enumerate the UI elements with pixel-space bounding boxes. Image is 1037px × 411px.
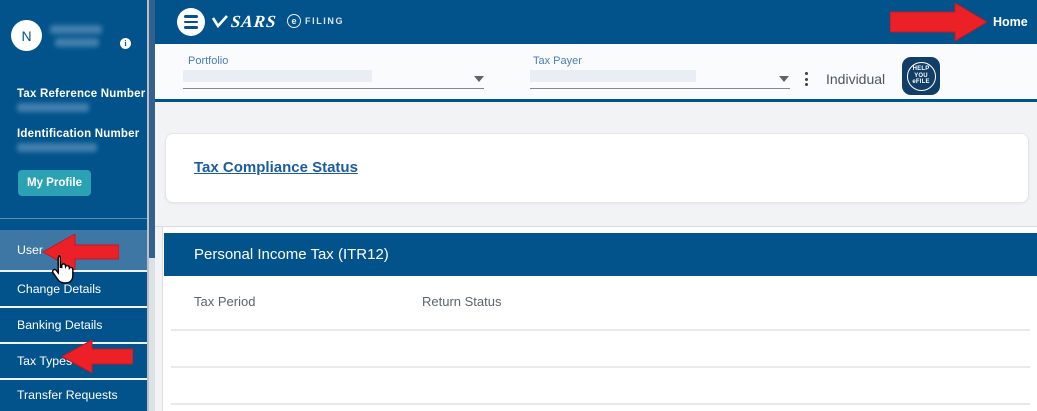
sars-swoosh-icon xyxy=(212,15,228,29)
section-divider xyxy=(155,226,1037,227)
table-row xyxy=(171,329,1030,331)
home-link[interactable]: Home xyxy=(993,15,1028,29)
tax-compliance-status-link[interactable]: Tax Compliance Status xyxy=(194,159,358,176)
user-name-redacted-line2 xyxy=(55,38,99,47)
tax-reference-number-value-redacted xyxy=(17,103,89,112)
sidebar-item-label: Transfer Requests xyxy=(17,388,118,403)
profile-type-text: Individual xyxy=(826,71,886,87)
itr12-card: Personal Income Tax (ITR12) Tax Period R… xyxy=(162,227,1037,411)
efiling-e-icon: e xyxy=(287,14,301,28)
sidebar-item-label: Banking Details xyxy=(17,317,103,332)
sidebar-divider xyxy=(0,218,148,219)
sidebar-item-label: Tax Types xyxy=(17,353,73,368)
table-row xyxy=(171,366,1030,368)
sidebar-item-transfer-requests[interactable]: Transfer Requests xyxy=(0,380,148,411)
top-header-bar: SARS e FILING Home xyxy=(155,0,1037,44)
portfolio-label: Portfolio xyxy=(188,55,229,67)
sidebar-item-change-details[interactable]: Change Details xyxy=(0,272,148,307)
info-icon[interactable]: i xyxy=(120,38,131,49)
sidebar-item-tax-types[interactable]: Tax Types xyxy=(0,344,148,379)
avatar[interactable]: N xyxy=(11,20,42,51)
taxpayer-underline xyxy=(530,88,790,89)
itr12-section-header: Personal Income Tax (ITR12) xyxy=(164,233,1037,276)
column-header-tax-period: Tax Period xyxy=(194,294,256,309)
sidebar-item-user[interactable]: User xyxy=(0,230,148,270)
portfolio-dropdown-arrow-icon[interactable] xyxy=(474,76,484,82)
sars-logo-text: SARS xyxy=(230,12,278,31)
help-you-efile-badge[interactable]: HELP YOU eFILE xyxy=(902,57,940,95)
itr12-section-title: Personal Income Tax (ITR12) xyxy=(194,246,389,263)
sidebar-item-label: Change Details xyxy=(17,281,102,296)
efiling-logo[interactable]: e FILING xyxy=(287,14,344,28)
scrollbar-thumb[interactable] xyxy=(149,0,155,258)
panel-divider-line xyxy=(147,0,149,411)
my-profile-button[interactable]: My Profile xyxy=(18,170,91,196)
taxpayer-label: Tax Payer xyxy=(533,55,582,67)
taxpayer-value-redacted[interactable] xyxy=(530,70,696,82)
table-row xyxy=(171,403,1030,405)
sidebar-item-banking-details[interactable]: Banking Details xyxy=(0,308,148,343)
identification-number-value-redacted xyxy=(17,143,97,152)
user-name-redacted xyxy=(50,25,102,34)
main-content: Tax Compliance Status Personal Income Ta… xyxy=(155,102,1037,411)
menu-divider xyxy=(0,378,148,380)
menu-divider xyxy=(0,306,148,308)
kebab-menu-icon[interactable] xyxy=(805,72,808,86)
sidebar: N i Tax Reference Number Identification … xyxy=(0,0,148,411)
sars-logo[interactable]: SARS xyxy=(212,9,278,35)
column-header-return-status: Return Status xyxy=(422,294,502,309)
menu-divider xyxy=(0,270,148,272)
tax-compliance-card: Tax Compliance Status xyxy=(165,133,1029,203)
efiling-logo-text: FILING xyxy=(305,16,345,26)
portfolio-value-redacted[interactable] xyxy=(183,70,372,82)
identification-number-label: Identification Number xyxy=(17,128,140,140)
tax-reference-number-label: Tax Reference Number xyxy=(17,88,146,100)
help-you-efile-icon: HELP YOU eFILE xyxy=(906,61,936,91)
hamburger-menu-icon[interactable] xyxy=(177,8,205,36)
portfolio-underline xyxy=(183,88,484,89)
portfolio-taxpayer-band: Portfolio Tax Payer Individual HELP YOU … xyxy=(155,44,1037,102)
sidebar-item-label: User xyxy=(17,243,43,257)
taxpayer-dropdown-arrow-icon[interactable] xyxy=(779,76,789,82)
